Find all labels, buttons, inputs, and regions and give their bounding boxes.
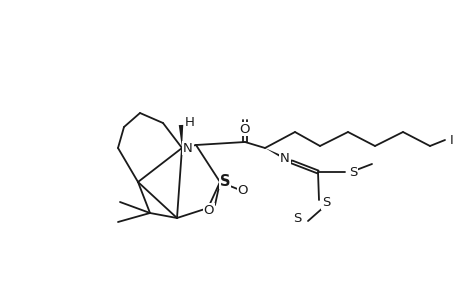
Polygon shape xyxy=(264,148,292,164)
Text: O: O xyxy=(239,122,250,136)
Text: S: S xyxy=(219,173,230,188)
Text: N: N xyxy=(183,142,192,154)
Text: N: N xyxy=(280,152,289,164)
Text: I: I xyxy=(449,134,453,146)
Text: S: S xyxy=(348,166,356,178)
Text: S: S xyxy=(321,196,330,209)
Text: H: H xyxy=(185,116,195,128)
Text: O: O xyxy=(203,203,214,217)
Text: O: O xyxy=(237,184,248,197)
Text: S: S xyxy=(292,212,301,226)
Polygon shape xyxy=(179,125,183,148)
